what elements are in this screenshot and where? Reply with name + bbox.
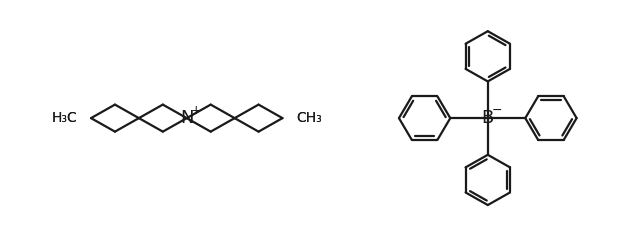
Text: −: − <box>492 104 502 117</box>
Text: CH₃: CH₃ <box>296 111 322 125</box>
Text: CH₃: CH₃ <box>296 111 322 125</box>
Text: +: + <box>190 104 201 117</box>
Text: H₃C: H₃C <box>51 111 77 125</box>
Text: B: B <box>482 109 494 127</box>
Text: N: N <box>180 109 193 127</box>
Text: H₃C: H₃C <box>51 111 77 125</box>
